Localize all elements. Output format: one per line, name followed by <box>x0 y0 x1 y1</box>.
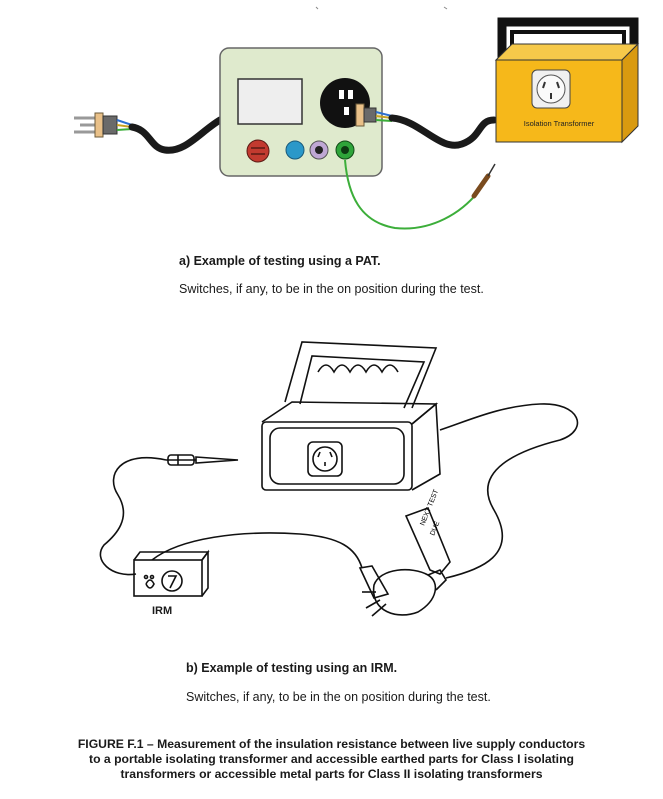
irm-plug-lead <box>151 532 363 569</box>
irm-transformer-cable <box>439 403 579 579</box>
earth-lead <box>344 159 479 230</box>
figure-b-note: Switches, if any, to be in the on positi… <box>186 690 491 704</box>
figure-b-irm-illustration: NEXT TEST DUE <box>0 330 663 650</box>
pat-display <box>237 78 303 125</box>
purple-terminal-icon <box>309 140 329 160</box>
irm-transformer-outlet-icon <box>307 441 343 477</box>
red-knob-icon <box>246 139 270 163</box>
figure-title-line-1: FIGURE F.1 – Measurement of the insulati… <box>77 737 586 751</box>
irm-transformer-box <box>261 401 441 491</box>
figure-title-line-3: transformers or accessible metal parts f… <box>120 767 543 781</box>
tag-text-due: DUE <box>429 520 441 537</box>
tag-text-next-test: NEXT TEST <box>419 488 440 527</box>
irm-probe-icon <box>166 454 239 466</box>
figure-title: FIGURE F.1 – Measurement of the insulati… <box>30 737 633 782</box>
figure-title-line-2: to a portable isolating transformer and … <box>89 752 574 766</box>
next-test-tag <box>404 506 451 575</box>
pat-testing-drawing: Isolation Transformer <box>74 6 640 230</box>
figure-b-caption: b) Example of testing using an IRM. <box>186 661 398 675</box>
earth-terminal-icon <box>335 140 355 160</box>
transformer-label: Isolation Transformer <box>524 119 595 128</box>
transformer-cable <box>388 114 498 149</box>
test-probe-icon <box>471 163 496 199</box>
supply-cable <box>128 116 224 154</box>
irm-meter <box>133 549 210 597</box>
irm-label: IRM <box>152 605 173 617</box>
blue-knob-icon <box>285 140 305 160</box>
isolation-transformer: Isolation Transformer <box>494 17 640 144</box>
irm-plug-icon <box>358 565 448 617</box>
figure-a-pat-illustration: Isolation Transformer <box>0 0 663 240</box>
transformer-handle <box>284 341 438 409</box>
irm-testing-drawing: NEXT TEST DUE <box>99 341 579 617</box>
supply-plug-icon <box>74 112 133 138</box>
irm-probe-lead <box>99 456 167 576</box>
figure-a-note: Switches, if any, to be in the on positi… <box>179 282 484 296</box>
transformer-outlet-icon <box>531 69 571 109</box>
figure-a-caption: a) Example of testing using a PAT. <box>179 254 381 268</box>
